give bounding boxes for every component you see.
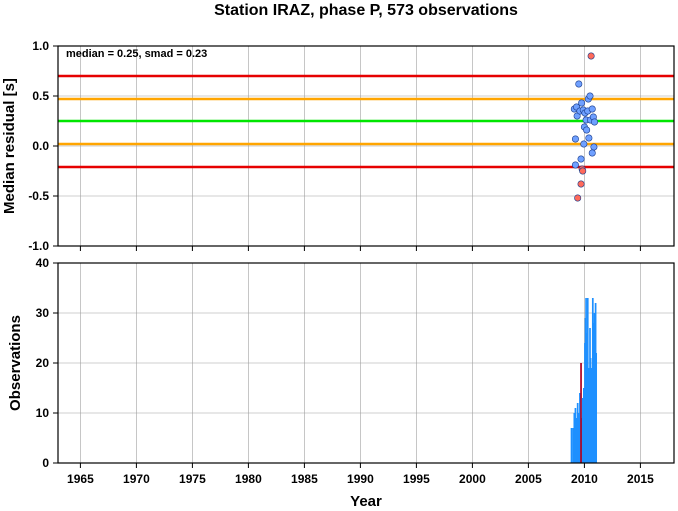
- data-point: [585, 134, 593, 142]
- data-point: [586, 92, 594, 100]
- observations-y-tick-label: 0: [42, 456, 49, 470]
- outlier-point: [587, 52, 595, 60]
- observation-bar: [593, 313, 596, 463]
- residual-y-tick-label: 1.0: [32, 39, 49, 53]
- data-point: [578, 99, 586, 107]
- x-tick-label: 1970: [123, 472, 150, 486]
- residual-points: [570, 52, 598, 202]
- data-point: [571, 161, 579, 169]
- observation-bar: [591, 298, 594, 463]
- x-axis-label: Year: [350, 493, 382, 510]
- observations-y-tick-label: 20: [36, 356, 50, 370]
- outlier-point: [579, 167, 587, 175]
- x-tick-label: 2015: [627, 472, 654, 486]
- outlier-point: [574, 194, 582, 202]
- observations-bars: [570, 298, 598, 463]
- residual-y-tick-label: -1.0: [28, 239, 49, 253]
- residual-panel: 1.0 0.5 0.0 -0.5 -1.0 median = 0.25, smad = …: [1, 39, 675, 253]
- x-tick-label: 2005: [515, 472, 542, 486]
- outlier-point: [577, 180, 585, 188]
- x-tick-label: 1995: [403, 472, 430, 486]
- data-point: [590, 118, 598, 126]
- residual-x-ticks: [79, 246, 641, 251]
- observation-bar: [586, 298, 589, 463]
- observation-bar: [572, 428, 575, 463]
- data-point: [590, 143, 598, 151]
- observation-bar: [573, 413, 576, 463]
- x-tick-label: 1980: [235, 472, 262, 486]
- observation-bar: [574, 408, 577, 463]
- observation-bar: [585, 298, 587, 463]
- observation-bar: [577, 413, 580, 463]
- observation-bar: [570, 428, 573, 463]
- observation-bar-highlight: [580, 363, 582, 463]
- x-tick-label: 2000: [459, 472, 486, 486]
- observation-bar: [589, 358, 592, 463]
- observation-bar: [579, 393, 581, 463]
- observation-bar-highlight: [580, 418, 583, 463]
- data-point: [588, 149, 596, 157]
- data-point: [571, 135, 579, 143]
- observation-bar: [588, 368, 590, 463]
- observations-y-tick-label: 30: [36, 306, 50, 320]
- x-tick-label: 1990: [347, 472, 374, 486]
- observations-y-tick-label: 40: [36, 256, 50, 270]
- observation-bar: [575, 418, 578, 463]
- observations-x-ticks: 1965 1970 1975 1980 1985 1990 1995 2000 2005 2010…: [67, 463, 654, 486]
- observations-y-label: Observations: [7, 315, 24, 411]
- observation-bar: [590, 368, 593, 463]
- observation-bar: [576, 403, 579, 463]
- observation-bar: [582, 388, 585, 463]
- observation-bar: [595, 353, 598, 463]
- residual-reference-lines: [58, 74, 674, 169]
- residual-y-tick-label: 0.0: [32, 139, 49, 153]
- chart-title: Station IRAZ, phase P, 573 observations: [214, 2, 518, 19]
- residual-y-label: Median residual [s]: [1, 78, 18, 214]
- observations-y-tick-label: 10: [36, 406, 50, 420]
- observations-y-ticks: 40 30 20 10 0: [36, 256, 58, 470]
- x-tick-label: 1985: [291, 472, 318, 486]
- data-point: [588, 105, 596, 113]
- residual-y-tick-label: -0.5: [28, 189, 49, 203]
- observation-bar: [581, 398, 584, 463]
- median-smad-annotation: median = 0.25, smad = 0.23: [66, 48, 207, 60]
- residual-y-ticks: 1.0 0.5 0.0 -0.5 -1.0: [28, 39, 58, 253]
- x-tick-label: 1975: [179, 472, 206, 486]
- x-tick-label: 1965: [67, 472, 94, 486]
- residual-y-tick-label: 0.5: [32, 89, 49, 103]
- data-point: [577, 155, 585, 163]
- x-tick-label: 2010: [571, 472, 598, 486]
- data-point: [575, 80, 583, 88]
- data-point: [583, 126, 591, 134]
- data-point: [580, 140, 588, 148]
